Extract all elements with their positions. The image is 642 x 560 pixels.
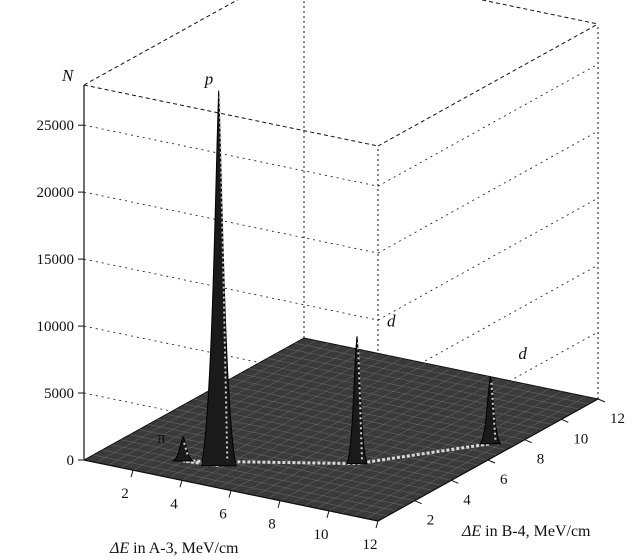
x-axis-title-text: in A-3, MeV/cm [129, 540, 239, 557]
peak-label: d [518, 344, 527, 363]
grid-line-z-right [377, 63, 599, 187]
y-tick-mark [451, 479, 459, 484]
axis-ticks: 0 5000 10000 15000 20000 25000 2 4 6 8 10 12 2 4 6 8 10 1… [37, 118, 626, 553]
y-tick-mark [524, 439, 532, 444]
y-axis-title: ΔE in B-4, MeV/cm [461, 523, 591, 540]
grid-line-z-front [83, 191, 379, 254]
grid-line-z-front [83, 325, 379, 388]
z-tick-label: 25000 [37, 118, 75, 134]
x-tick-mark [326, 510, 330, 518]
y-tick-label: 10 [573, 431, 588, 447]
z-axis-label: N [61, 66, 75, 85]
surface-floor-mesh [294, 342, 589, 405]
box-edge-top-front [83, 84, 379, 147]
y-axis-title-text: in B-4, MeV/cm [481, 523, 591, 540]
y-tick-label: 6 [500, 472, 508, 488]
z-tick-label: 5000 [44, 386, 74, 402]
surface-floor-mesh [353, 393, 574, 517]
surface-floor-mesh [285, 348, 580, 410]
x-tick-label: 10 [314, 527, 329, 543]
x-tick-mark [375, 520, 379, 529]
plot-box-back [83, 0, 599, 521]
y-tick-mark [487, 459, 496, 464]
x-tick-mark [228, 490, 232, 498]
y-tick-mark [561, 418, 569, 423]
x-axis-title: ΔE in A-3, MeV/cm [109, 540, 239, 557]
surface-floor-mesh [341, 391, 562, 514]
peak-labels: p π d d [157, 70, 527, 447]
grid-line-z-right [377, 130, 599, 254]
x-tick-mark [179, 480, 183, 488]
y-axis-title-symbol: ΔE [461, 523, 481, 540]
z-tick-label: 15000 [37, 252, 75, 268]
z-tick-label: 20000 [37, 185, 75, 201]
surface-peaks [171, 90, 502, 467]
y-tick-mark [597, 398, 606, 403]
surface-peak [346, 336, 368, 465]
x-tick-label: 12 [363, 537, 378, 553]
box-edge-top-left [83, 0, 239, 86]
peak-label: d [387, 311, 396, 330]
y-tick-label: 12 [610, 411, 625, 427]
surface-peak [171, 435, 196, 462]
y-tick-mark [414, 500, 422, 505]
z-tick-label: 10000 [37, 319, 75, 335]
surface-floor-mesh [365, 396, 586, 519]
y-tick-label: 4 [463, 492, 471, 508]
surface-floor-mesh [276, 353, 571, 415]
y-tick-label: 8 [537, 452, 545, 468]
x-axis-title-symbol: ΔE [109, 540, 129, 557]
x-tick-mark [130, 470, 134, 478]
grid-line-z-front [83, 258, 379, 321]
y-tick-label: 2 [427, 513, 435, 529]
x-tick-mark [277, 500, 281, 508]
surface-peak [479, 376, 502, 445]
x-tick-label: 4 [170, 496, 178, 512]
surface-floor-mesh [267, 358, 562, 420]
peak-label: p [204, 70, 214, 89]
surface-peak [200, 90, 237, 467]
x-tick-label: 6 [219, 507, 227, 523]
surface-peak-highlight [218, 96, 229, 462]
x-tick-label: 8 [268, 517, 276, 533]
x-tick-label: 2 [121, 486, 129, 502]
peak-label: π [157, 428, 166, 447]
surface-ridge [183, 442, 491, 468]
grid-line-z-right [377, 197, 599, 321]
z-tick-label: 0 [67, 453, 75, 469]
box-edge-top-back [479, 0, 599, 25]
grid-line-z-front [83, 124, 379, 187]
box-edge-top-right [377, 23, 599, 147]
